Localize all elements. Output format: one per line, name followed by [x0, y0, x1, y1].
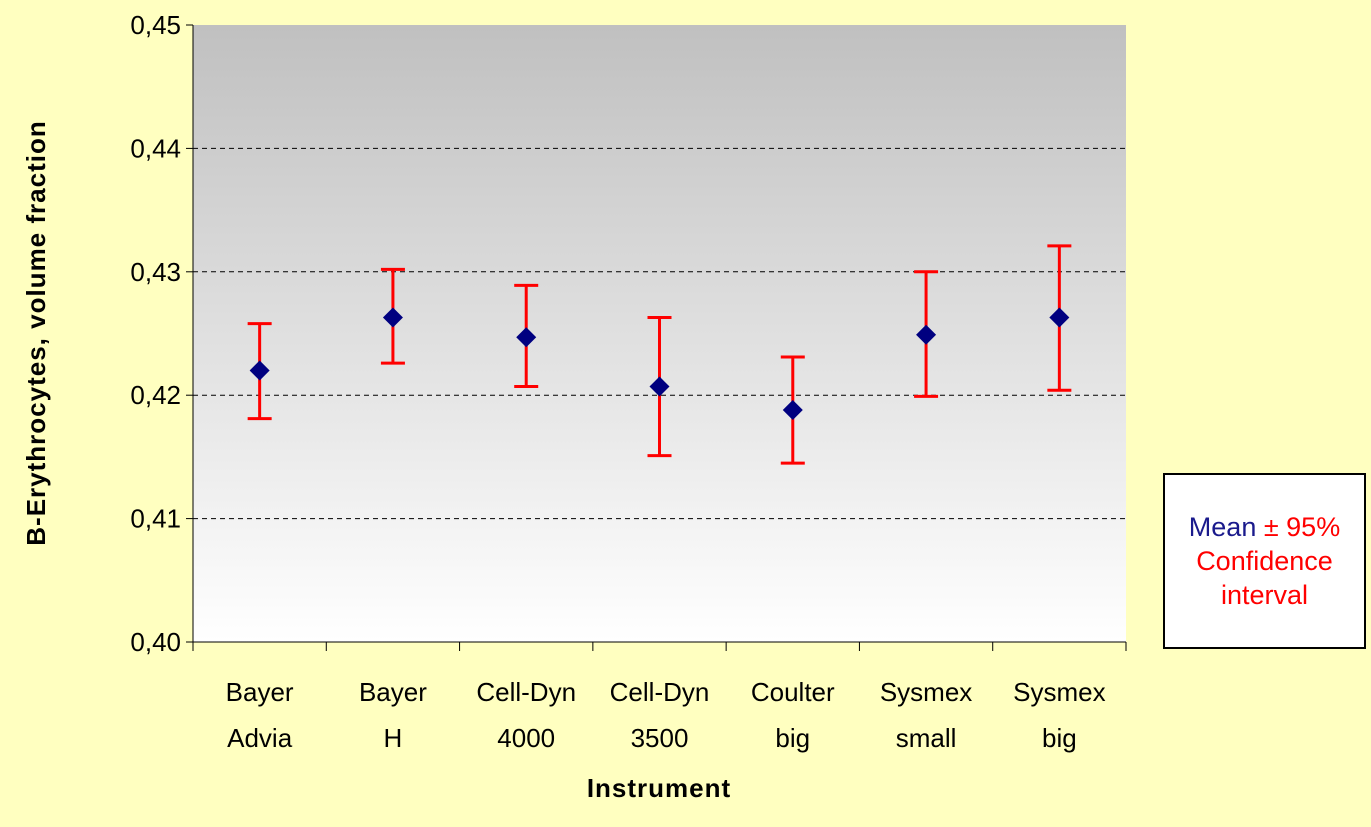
legend-pm-text: ± 95%	[1263, 512, 1341, 542]
x-category-label: small	[896, 723, 957, 753]
y-tick-label: 0,43	[130, 257, 181, 287]
y-tick-label: 0,42	[130, 380, 181, 410]
x-category-labels: Bayer Advia Bayer H Cell-Dyn 4000 Cell-Dyn 3500…	[226, 677, 1106, 753]
gridlines	[193, 147, 1126, 520]
x-category-label: Sysmex	[1013, 677, 1105, 707]
x-category-label: Sysmex	[880, 677, 972, 707]
legend-line-mean: Mean ± 95%	[1189, 510, 1340, 544]
y-tick-label: 0,45	[130, 10, 181, 40]
legend-mean-text: Mean	[1188, 512, 1264, 542]
y-tick-labels: 0,40 0,41 0,42 0,43 0,44 0,45	[130, 10, 181, 657]
legend-confidence-text: Confidence	[1196, 546, 1333, 576]
x-category-label: 3500	[631, 723, 689, 753]
legend-box: Mean ± 95% Confidence interval	[1163, 473, 1366, 649]
mean-marker	[1049, 307, 1070, 328]
mean-markers	[249, 307, 1070, 421]
mean-marker	[782, 400, 803, 421]
x-category-label: Cell-Dyn	[610, 677, 710, 707]
x-category-label: big	[775, 723, 810, 753]
y-axis-title: B-Erythrocytes, volume fraction	[21, 120, 51, 545]
legend-interval-text: interval	[1220, 580, 1309, 610]
mean-marker	[382, 307, 403, 328]
x-category-label: Cell-Dyn	[476, 677, 576, 707]
mean-marker	[249, 360, 270, 381]
y-tick-label: 0,41	[130, 504, 181, 534]
error-bars	[247, 244, 1072, 465]
x-category-label: Bayer	[226, 677, 294, 707]
mean-marker	[516, 327, 537, 348]
x-category-label: big	[1042, 723, 1077, 753]
x-axis-title: Instrument	[587, 773, 731, 803]
mean-marker	[916, 324, 937, 345]
axes	[186, 24, 1127, 651]
x-category-label: Bayer	[359, 677, 427, 707]
x-category-label: 4000	[497, 723, 555, 753]
x-category-label: H	[384, 723, 403, 753]
mean-marker	[649, 376, 670, 397]
x-category-label: Advia	[227, 723, 293, 753]
y-tick-label: 0,40	[130, 627, 181, 657]
x-category-label: Coulter	[751, 677, 835, 707]
y-tick-label: 0,44	[130, 133, 181, 163]
